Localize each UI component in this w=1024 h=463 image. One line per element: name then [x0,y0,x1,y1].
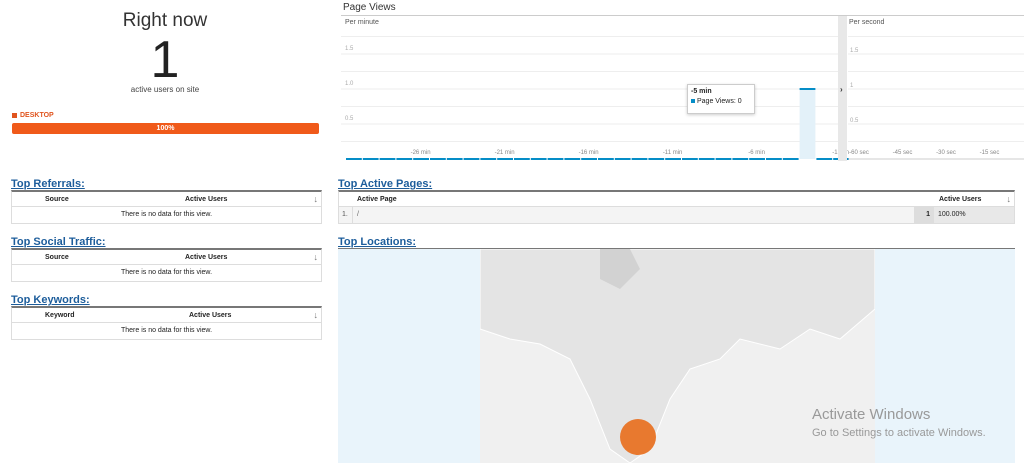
no-data-message: There is no data for this view. [120,269,213,276]
location-marker[interactable] [620,419,656,455]
bar [430,158,446,160]
bar [799,88,816,90]
bar [362,158,379,160]
x-tick-label: -45 sec [893,150,913,156]
col-active-users[interactable]: Active Users [185,254,228,261]
per-minute-label: Per minute [345,19,379,26]
locations-map[interactable] [338,249,1015,463]
x-tick-label: -16 min [579,150,599,156]
sort-arrow-icon[interactable]: ↓ [1006,194,1012,204]
col-active-users[interactable]: Active Users [189,312,232,319]
top-social-panel: Top Social Traffic: Source Active Users ↓ … [11,236,322,282]
col-active-users[interactable]: Active Users [939,196,982,203]
page-link[interactable]: / [357,211,359,218]
row-percent: 100.00% [934,207,1014,223]
device-progress-bar: 100% [12,123,319,134]
sort-arrow-icon[interactable]: ↓ [313,194,319,204]
bar [749,158,765,160]
page-views-title: Page Views [343,2,396,13]
bar [413,158,429,160]
bar [463,158,480,160]
bar [665,158,681,160]
top-active-pages-title[interactable]: Top Active Pages: [338,178,433,190]
right-now-title: Right now [122,10,208,31]
table-row: 1. / 1 100.00% [339,207,1014,223]
x-tick-label: -60 sec [849,150,869,156]
col-source[interactable]: Source [45,254,69,261]
x-tick-label: -26 min [411,150,431,156]
bar [715,158,732,160]
row-index: 1. [339,207,353,223]
per-second-label: Per second [849,19,885,26]
device-legend: DESKTOP [12,112,54,119]
bar [598,158,614,160]
top-referrals-title[interactable]: Top Referrals: [11,178,85,190]
bar [698,158,715,160]
col-active-page[interactable]: Active Page [357,196,397,203]
top-keywords-title[interactable]: Top Keywords: [11,294,90,306]
tooltip-title: -5 min [691,88,712,95]
top-active-pages-panel: Top Active Pages: Active Page Active User… [338,178,1015,224]
x-tick-label: -11 min [663,150,683,156]
sort-arrow-icon[interactable]: ↓ [313,310,319,320]
col-source[interactable]: Source [45,196,69,203]
sort-arrow-icon[interactable]: ↓ [313,252,319,262]
y-tick-label: 1.0 [345,81,354,87]
bar [497,158,513,160]
device-label: DESKTOP [20,112,54,119]
y-tick-label: 0.5 [345,116,354,122]
legend-swatch [12,113,17,118]
y-tick-label: 1.5 [345,46,354,52]
bar [379,158,396,160]
bar [446,158,463,160]
col-keyword[interactable]: Keyword [45,312,75,319]
bar [648,158,665,160]
page-views-chart: 0.5 1.0 1.5 0.5 1 1.5 -26 min -21 min -16 min -11… [341,15,1024,161]
chart-tooltip: -5 min Page Views: 0 [687,84,755,114]
y-tick-label: 1.5 [850,48,859,54]
y-tick-label: 0.5 [850,118,859,124]
bar [480,158,497,160]
bar [816,158,833,160]
bar [782,158,799,160]
no-data-message: There is no data for this view. [120,327,213,334]
tooltip-text: Page Views: 0 [697,98,742,105]
bar [530,158,547,160]
x-tick-label: -6 min [748,150,765,156]
bar [514,158,530,160]
bar [732,158,749,160]
bar [547,158,564,160]
no-data-message: There is no data for this view. [120,211,213,218]
bar [581,158,597,160]
x-tick-label: -15 sec [980,150,1000,156]
chart-splitter [838,16,847,161]
x-tick-label: -21 min [495,150,515,156]
bar-fill [799,89,816,159]
bar [396,158,413,160]
bar [766,158,782,160]
top-locations-title[interactable]: Top Locations: [338,236,417,248]
map-land [480,249,875,463]
bar [346,158,362,160]
active-users-label: active users on site [130,85,200,94]
bar [564,158,581,160]
bar [631,158,648,160]
bar [682,158,698,160]
col-active-users[interactable]: Active Users [185,196,228,203]
top-keywords-panel: Top Keywords: Keyword Active Users ↓ There… [11,294,322,340]
active-user-count: 1 [150,31,180,89]
bar [614,158,631,160]
chevron-right-icon[interactable]: › [840,85,843,94]
chart-svg: 0.5 1.0 1.5 0.5 1 1.5 -26 min -21 min -16 min -11… [341,16,1024,161]
watermark-title: Activate Windows [812,406,931,423]
y-tick-label: 1 [850,83,854,89]
row-users: 1 [914,207,934,223]
watermark-text: Go to Settings to activate Windows. [812,427,986,439]
top-referrals-panel: Top Referrals: Source Active Users ↓ There… [11,178,322,224]
legend-swatch [691,99,695,103]
top-social-title[interactable]: Top Social Traffic: [11,236,106,248]
x-tick-label: -30 sec [936,150,956,156]
